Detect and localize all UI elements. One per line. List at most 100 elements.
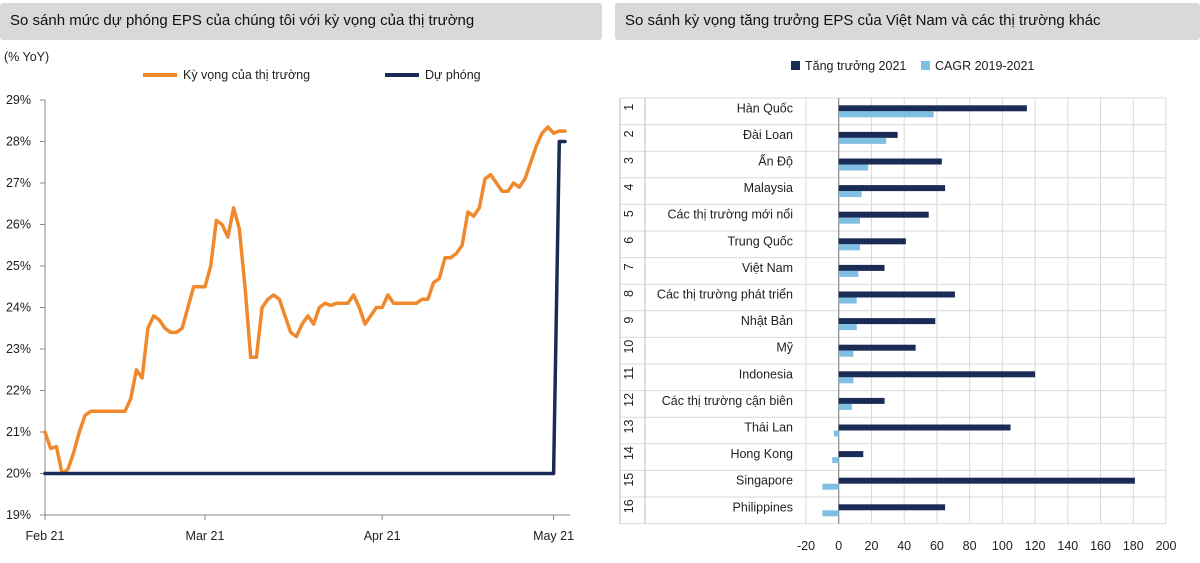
bar-cagr-2019-2021 <box>832 457 839 464</box>
rank-label: 3 <box>622 157 636 164</box>
x-tick-label: 20 <box>865 539 879 553</box>
bar-cagr-2019-2021 <box>838 191 862 198</box>
x-tick-label: -20 <box>797 539 815 553</box>
rank-label: 6 <box>622 237 636 244</box>
bar-cagr-2019-2021 <box>838 111 934 118</box>
bar-cagr-2019-2021 <box>838 164 869 171</box>
rank-label: 1 <box>622 104 636 111</box>
category-label: Thái Lan <box>744 421 793 435</box>
category-label: Việt Nam <box>742 261 793 275</box>
bar-growth-2021 <box>838 424 1011 431</box>
category-label: Nhật Bản <box>741 314 793 328</box>
category-label: Trung Quốc <box>727 234 793 248</box>
category-label: Indonesia <box>739 367 793 381</box>
bar-growth-2021 <box>838 211 929 218</box>
rank-label: 4 <box>622 184 636 191</box>
rank-label: 2 <box>622 130 636 137</box>
x-tick-label: 100 <box>992 539 1013 553</box>
rank-label: 14 <box>622 446 636 460</box>
bar-growth-2021 <box>838 318 936 325</box>
y-tick-label: 27% <box>6 176 31 190</box>
left-panel-title: So sánh mức dự phóng EPS của chúng tôi v… <box>0 3 602 40</box>
bar-cagr-2019-2021 <box>838 217 860 224</box>
category-label: Đài Loan <box>743 128 793 142</box>
legend-label: Tăng trưởng 2021 <box>805 59 906 73</box>
rank-label: 9 <box>622 317 636 324</box>
bar-cagr-2019-2021 <box>833 430 839 437</box>
y-unit-label: (% YoY) <box>4 50 49 64</box>
x-tick-label: 160 <box>1090 539 1111 553</box>
x-tick-label: Apr 21 <box>364 529 401 543</box>
y-tick-label: 24% <box>6 301 31 315</box>
y-tick-label: 21% <box>6 425 31 439</box>
legend-label: Kỳ vọng của thị trường <box>183 68 310 82</box>
bar-cagr-2019-2021 <box>822 510 839 517</box>
legend-label: CAGR 2019-2021 <box>935 59 1034 73</box>
rank-label: 10 <box>622 340 636 354</box>
y-tick-label: 28% <box>6 135 31 149</box>
rank-label: 11 <box>622 367 636 380</box>
x-tick-label: 140 <box>1057 539 1078 553</box>
legend-label: Dự phóng <box>425 68 481 82</box>
bar-growth-2021 <box>838 131 898 138</box>
bar-growth-2021 <box>838 451 864 458</box>
rank-label: 7 <box>622 263 636 270</box>
bar-growth-2021 <box>838 344 916 351</box>
right-panel-title: So sánh kỳ vọng tăng trưởng EPS của Việt… <box>615 3 1200 40</box>
y-tick-label: 25% <box>6 259 31 273</box>
market-expectation-line <box>43 125 567 476</box>
legend-swatch <box>921 61 930 70</box>
bar-cagr-2019-2021 <box>838 403 852 410</box>
bar-growth-2021 <box>838 477 1135 484</box>
x-tick-label: 120 <box>1025 539 1046 553</box>
x-tick-label: Feb 21 <box>26 529 65 543</box>
bar-growth-2021 <box>838 185 946 192</box>
rank-label: 12 <box>622 393 636 407</box>
rank-label: 16 <box>622 499 636 513</box>
bar-growth-2021 <box>838 158 942 165</box>
x-tick-label: 80 <box>963 539 977 553</box>
forecast-line <box>43 139 567 476</box>
y-tick-label: 19% <box>6 508 31 522</box>
y-tick-label: 20% <box>6 467 31 481</box>
rank-label: 15 <box>622 473 636 487</box>
category-label: Philippines <box>733 500 793 514</box>
bar-growth-2021 <box>838 397 885 404</box>
category-label: Mỹ <box>776 341 793 355</box>
y-tick-label: 23% <box>6 342 31 356</box>
bar-growth-2021 <box>838 105 1027 112</box>
rank-label: 5 <box>622 210 636 217</box>
bar-cagr-2019-2021 <box>838 324 857 331</box>
bar-cagr-2019-2021 <box>838 244 860 251</box>
bar-cagr-2019-2021 <box>838 350 854 357</box>
rank-label: 8 <box>622 290 636 297</box>
category-label: Ấn Độ <box>758 154 793 169</box>
category-label: Các thị trường phát triển <box>657 288 793 302</box>
bar-growth-2021 <box>838 238 906 245</box>
x-tick-label: 0 <box>835 539 842 553</box>
x-tick-label: May 21 <box>533 529 574 543</box>
y-tick-label: 26% <box>6 218 31 232</box>
category-label: Các thị trường cận biên <box>662 394 793 408</box>
x-tick-label: 180 <box>1123 539 1144 553</box>
bar-growth-2021 <box>838 371 1036 378</box>
x-tick-label: Mar 21 <box>186 529 225 543</box>
bar-cagr-2019-2021 <box>838 270 859 277</box>
category-label: Các thị trường mới nổi <box>668 208 794 222</box>
y-tick-label: 22% <box>6 384 31 398</box>
x-tick-label: 60 <box>930 539 944 553</box>
category-label: Hàn Quốc <box>737 101 793 115</box>
bar-cagr-2019-2021 <box>838 297 857 304</box>
category-label: Malaysia <box>744 181 793 195</box>
category-label: Hong Kong <box>730 447 793 461</box>
legend-swatch <box>791 61 800 70</box>
bar-growth-2021 <box>838 264 885 271</box>
rank-label: 13 <box>622 420 636 434</box>
y-tick-label: 29% <box>6 93 31 107</box>
category-label: Singapore <box>736 474 793 488</box>
x-tick-label: 200 <box>1156 539 1177 553</box>
bar-growth-2021 <box>838 504 946 511</box>
bar-cagr-2019-2021 <box>822 483 839 490</box>
bar-growth-2021 <box>838 291 955 298</box>
